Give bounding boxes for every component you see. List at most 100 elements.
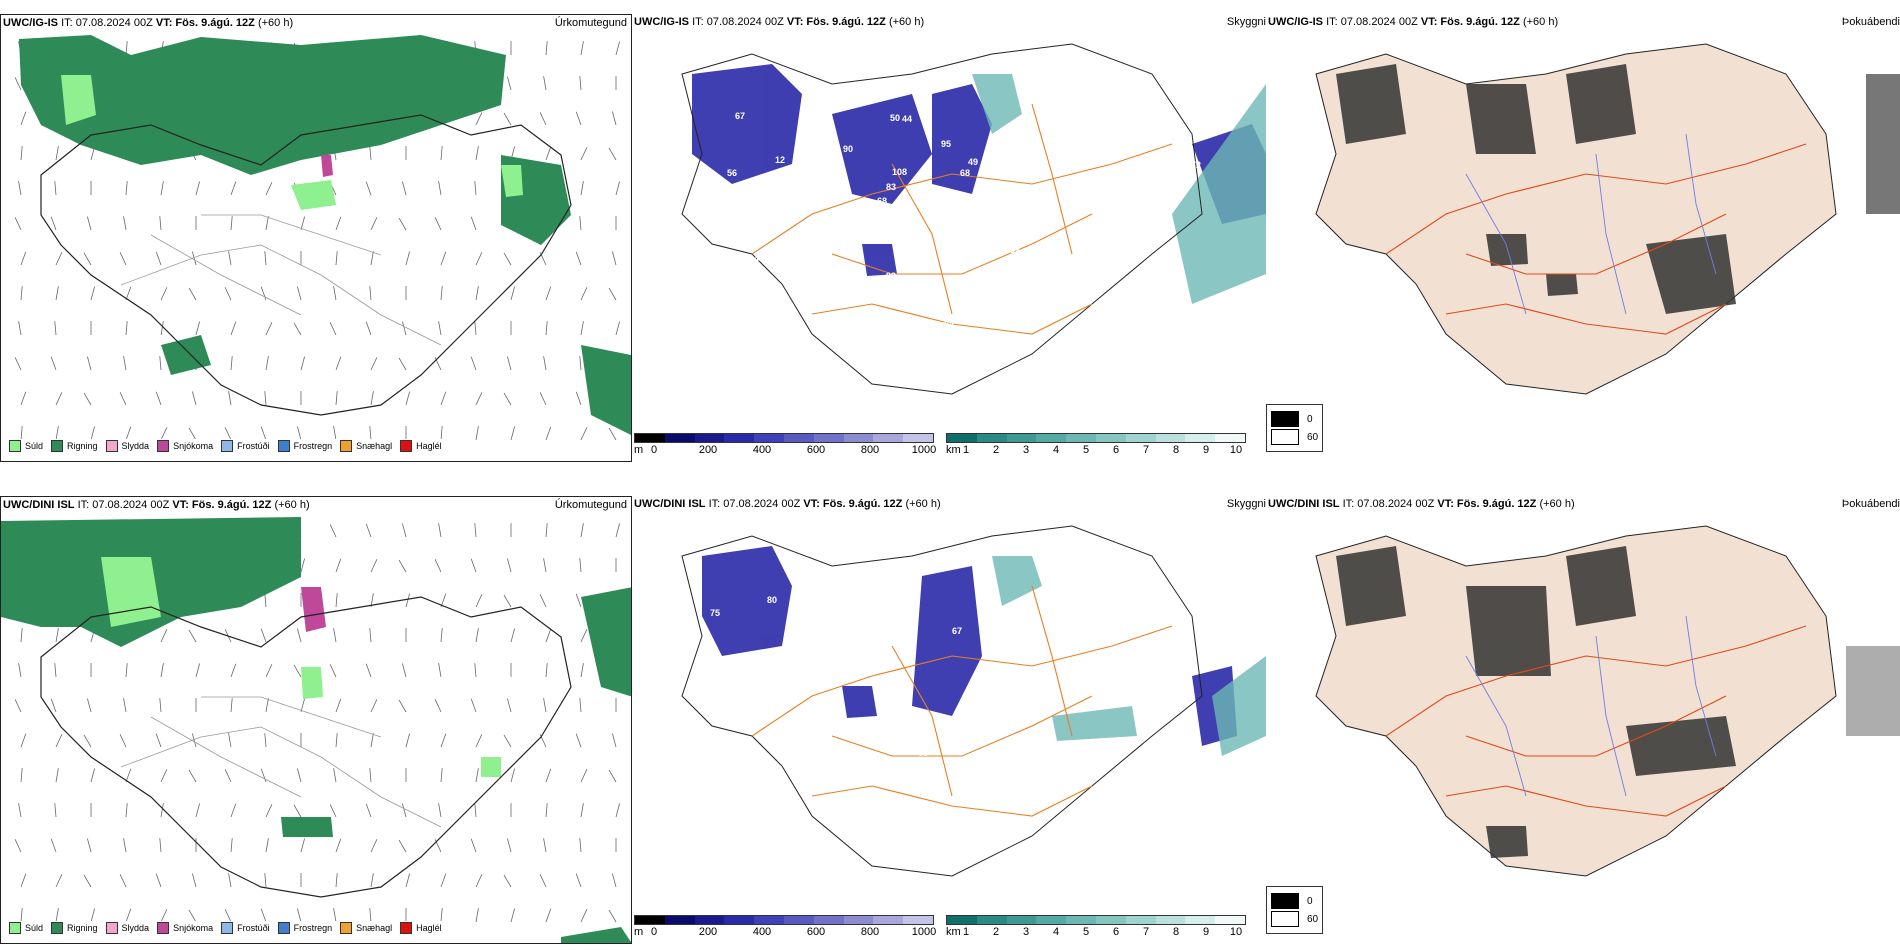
legend-swatch xyxy=(9,922,21,934)
ceiling-value-label: 65 xyxy=(752,309,762,319)
wind-barb xyxy=(264,733,267,748)
wind-barb xyxy=(335,216,342,231)
scale-swatch xyxy=(783,916,814,924)
wind-barb xyxy=(50,216,57,231)
scale-tick: 8 xyxy=(1172,444,1180,456)
wind-barb xyxy=(260,908,267,923)
wind-barb xyxy=(545,628,552,643)
wind-barb xyxy=(50,838,57,853)
wind-barb xyxy=(159,698,162,713)
legend-label: Haglél xyxy=(416,923,442,933)
wind-barb xyxy=(54,663,57,678)
ceiling-value-label: 62 xyxy=(1165,649,1175,659)
fog-swatch xyxy=(1271,911,1299,927)
ceiling-value-label: 63 xyxy=(892,76,902,86)
wind-barb xyxy=(503,252,512,266)
wind-barb xyxy=(195,181,200,196)
wind-barb xyxy=(615,41,620,56)
wind-barb xyxy=(20,628,23,643)
wind-barb xyxy=(195,321,200,336)
ceiling-value-label: 53 xyxy=(730,696,740,706)
scale-swatch xyxy=(754,916,784,924)
wind-barb xyxy=(545,286,552,301)
wind-barb xyxy=(575,251,582,266)
wind-barb xyxy=(160,803,164,818)
wind-barb xyxy=(188,909,197,923)
scale-tick: 200 xyxy=(698,444,718,456)
wind-barb xyxy=(20,733,27,748)
wind-barb xyxy=(398,699,407,713)
scale-swatch xyxy=(1185,434,1216,442)
scale-swatch xyxy=(1066,434,1096,442)
fog-index-map-top: UWC/IG-IS IT: 07.08.2024 00Z VT: Fös. 9.… xyxy=(1266,14,1900,462)
wind-barb xyxy=(543,838,547,853)
wind-barb xyxy=(260,426,267,441)
legend-label: Slydda xyxy=(121,441,150,451)
wind-barb xyxy=(440,873,447,888)
wind-barb xyxy=(579,76,582,91)
scale-swatch xyxy=(903,916,933,924)
wind-barb xyxy=(612,733,617,748)
scale-tick: 9 xyxy=(1202,926,1210,938)
wind-barb xyxy=(329,524,337,538)
wind-barb xyxy=(119,252,127,266)
ceiling-value-label: 63 xyxy=(1156,762,1166,772)
wind-barb xyxy=(55,392,63,406)
wind-barb xyxy=(575,873,582,888)
wind-barb xyxy=(615,803,620,818)
wind-barb xyxy=(188,629,197,643)
fog-legend-row: 0 xyxy=(1271,893,1318,909)
wind-barb xyxy=(155,391,162,406)
fog-legend: 0 60 xyxy=(1266,886,1324,934)
wind-barb xyxy=(503,734,512,748)
legend-swatch xyxy=(400,440,413,452)
fog-map-svg xyxy=(1315,43,1900,395)
ceiling-value-label: 75 xyxy=(710,608,720,618)
wind-barb xyxy=(155,251,162,266)
wind-barb xyxy=(510,768,515,783)
wind-barb xyxy=(224,769,232,783)
ceiling-value-label: 64 xyxy=(1003,126,1013,136)
wind-barb xyxy=(608,769,617,783)
legend-label: Snæhagl xyxy=(356,441,393,451)
wind-barb xyxy=(434,699,442,713)
wind-barb xyxy=(160,427,168,441)
legend-swatch xyxy=(277,922,290,934)
wind-barb xyxy=(474,663,477,678)
wind-barb xyxy=(297,426,302,441)
wind-barb xyxy=(545,426,552,441)
wind-barb xyxy=(402,321,407,336)
wind-barb xyxy=(329,322,337,336)
wind-barb xyxy=(228,391,232,406)
wind-barb xyxy=(228,873,232,888)
wind-barb xyxy=(438,523,442,538)
wind-barb xyxy=(20,251,27,266)
ceiling-value-label: 62 xyxy=(833,580,843,590)
wind-barb xyxy=(470,698,477,713)
wind-barb xyxy=(188,287,197,301)
wind-barb xyxy=(470,216,477,231)
legend-swatch xyxy=(105,440,118,452)
scale-tick: 4 xyxy=(1052,926,1060,938)
panel-title: UWC/DINI ISL IT: 07.08.2024 00Z VT: Fös.… xyxy=(3,499,310,511)
scale-swatch xyxy=(1155,916,1186,924)
wind-barb xyxy=(335,838,342,853)
legend-label: Frostúði xyxy=(237,923,270,933)
scale-swatch xyxy=(664,916,695,924)
product-label: Skyggni xyxy=(1226,498,1266,510)
wind-barb xyxy=(329,804,337,818)
ceiling-value-label: 67 xyxy=(1143,767,1153,777)
wind-barb xyxy=(615,523,620,538)
ceiling-value-label: 49 xyxy=(1137,305,1147,315)
wind-barb xyxy=(20,908,23,923)
wind-barb xyxy=(335,251,338,266)
ceiling-value-label: 108 xyxy=(1171,147,1186,157)
visibility-scale: km 1 2 3 4 5 6 7 8 9 10 xyxy=(946,915,1246,938)
wind-barb xyxy=(475,594,483,608)
wind-barb xyxy=(123,216,127,231)
panel-title: UWC/IG-IS IT: 07.08.2024 00Z VT: Fös. 9.… xyxy=(634,16,925,28)
wind-barb xyxy=(159,216,162,231)
wind-barb xyxy=(20,426,23,441)
wind-barb xyxy=(507,558,512,573)
scale-tick: 7 xyxy=(1142,926,1150,938)
